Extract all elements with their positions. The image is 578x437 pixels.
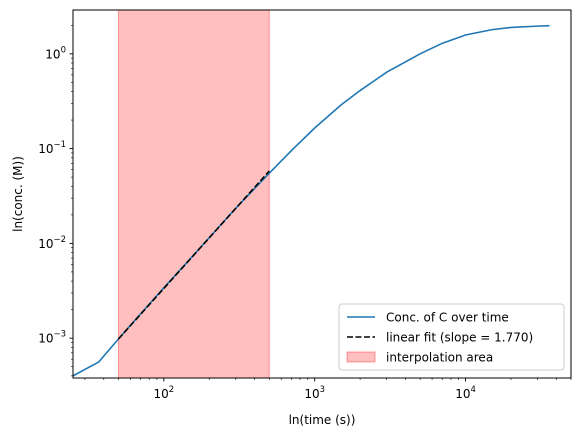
linear-fit-line	[117, 170, 270, 340]
shade-layer	[117, 9, 270, 379]
y-tick-label: 10−2	[38, 235, 66, 251]
concentration-line	[72, 24, 550, 377]
x-axis-label: ln(time (s))	[289, 413, 356, 427]
series-layer	[72, 24, 550, 377]
legend: Conc. of C over time linear fit (slope = …	[338, 303, 565, 371]
y-ticks: 10−3 10−2 10−1 100	[38, 24, 73, 377]
legend-item-interpolation-area: interpolation area	[346, 351, 493, 365]
x-tick-label: 104	[455, 385, 476, 401]
legend-item-concentration: Conc. of C over time	[347, 311, 509, 325]
y-tick-label: 10−1	[38, 140, 66, 156]
legend-label: linear fit (slope = 1.770)	[386, 331, 533, 345]
legend-label: interpolation area	[386, 351, 493, 365]
y-tick-label: 10−3	[38, 330, 66, 346]
axes-frame	[72, 9, 572, 379]
x-tick-label: 103	[304, 385, 325, 401]
x-tick-label: 102	[153, 385, 174, 401]
y-axis-label: ln(conc. (M))	[11, 156, 25, 232]
y-tick-label: 100	[45, 45, 66, 61]
legend-label: Conc. of C over time	[386, 311, 509, 325]
interpolation-area-0	[117, 9, 270, 379]
legend-swatch	[346, 351, 376, 363]
x-ticks: 102 103 104	[84, 378, 572, 401]
legend-box	[338, 303, 565, 371]
legend-item-linear-fit: linear fit (slope = 1.770)	[347, 331, 533, 345]
